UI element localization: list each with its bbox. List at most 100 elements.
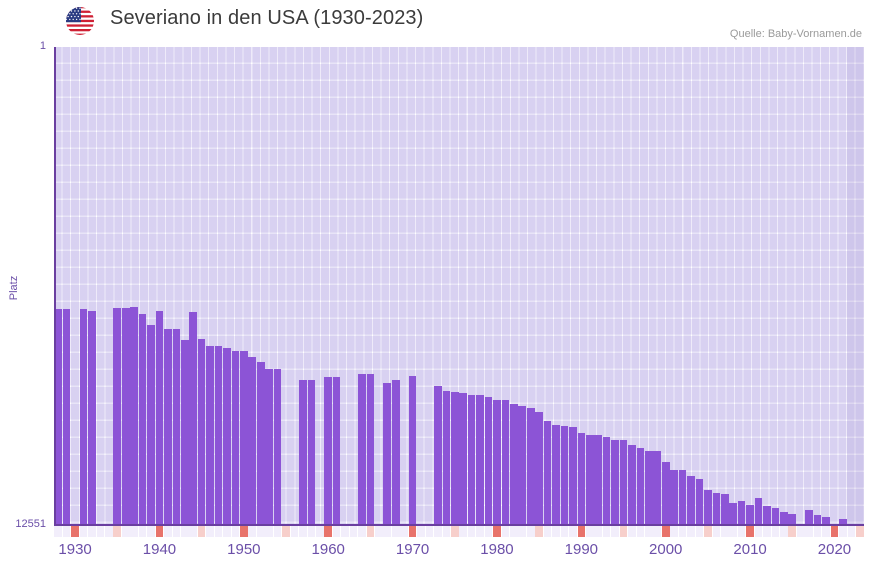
bar[interactable] — [155, 311, 164, 525]
x-tick-minor — [855, 526, 864, 537]
bar[interactable] — [332, 377, 341, 525]
bar[interactable] — [569, 427, 577, 525]
bar[interactable] — [602, 437, 611, 525]
bar[interactable] — [670, 470, 678, 525]
bar[interactable] — [214, 346, 223, 525]
bar[interactable] — [383, 383, 392, 525]
bar[interactable] — [526, 408, 535, 525]
x-tick-slot — [54, 526, 63, 537]
bar[interactable] — [180, 340, 189, 525]
x-tick-slot — [256, 526, 265, 537]
page-title: Severiano in den USA (1930-2023) — [110, 7, 424, 29]
bar[interactable] — [661, 462, 670, 525]
bar[interactable] — [450, 392, 459, 525]
bar[interactable] — [560, 426, 569, 525]
bar[interactable] — [54, 309, 63, 525]
bar[interactable] — [62, 309, 71, 525]
x-tick-slot — [307, 526, 316, 537]
bar[interactable] — [493, 400, 501, 525]
bar[interactable] — [88, 311, 96, 525]
bar[interactable] — [223, 348, 231, 525]
bar[interactable] — [720, 494, 729, 525]
bar[interactable] — [704, 490, 712, 525]
bar[interactable] — [256, 362, 265, 525]
bar[interactable] — [459, 393, 468, 525]
bar[interactable] — [585, 435, 594, 525]
bar[interactable] — [518, 406, 527, 525]
x-tick-slot — [585, 526, 594, 537]
x-tick-slot — [602, 526, 611, 537]
bar[interactable] — [636, 448, 645, 525]
bar[interactable] — [273, 369, 282, 525]
bar[interactable] — [240, 351, 248, 525]
x-tick-major — [155, 526, 164, 537]
bar[interactable] — [307, 380, 316, 525]
bar[interactable] — [628, 445, 636, 525]
x-tick-label: 1960 — [311, 541, 345, 558]
bar[interactable] — [442, 391, 451, 525]
bar[interactable] — [510, 404, 518, 525]
bar[interactable] — [172, 329, 181, 525]
bar[interactable] — [594, 435, 603, 525]
bar[interactable] — [577, 433, 586, 525]
bar[interactable] — [788, 514, 797, 525]
bar[interactable] — [737, 501, 746, 525]
bar[interactable] — [552, 425, 560, 525]
bar[interactable] — [130, 307, 138, 525]
bar[interactable] — [147, 325, 155, 525]
bar[interactable] — [79, 309, 88, 525]
bar[interactable] — [822, 517, 830, 525]
bar[interactable] — [113, 308, 122, 525]
bar[interactable] — [248, 357, 257, 525]
bar[interactable] — [484, 397, 493, 525]
x-tick-slot — [383, 526, 392, 537]
bar[interactable] — [366, 374, 375, 525]
bar[interactable] — [645, 451, 653, 525]
bar[interactable] — [543, 421, 552, 525]
bar[interactable] — [695, 479, 704, 525]
x-tick-slot — [611, 526, 619, 537]
bar[interactable] — [197, 339, 206, 525]
bar[interactable] — [763, 506, 771, 525]
bar[interactable] — [324, 377, 333, 525]
bar[interactable] — [653, 451, 662, 525]
bar[interactable] — [476, 395, 484, 525]
x-tick-slot — [62, 526, 71, 537]
bar[interactable] — [265, 369, 273, 525]
bar[interactable] — [535, 412, 543, 525]
bar[interactable] — [771, 508, 780, 525]
bar[interactable] — [189, 312, 198, 525]
bar[interactable] — [729, 503, 738, 525]
bar[interactable] — [678, 470, 687, 525]
bar[interactable] — [138, 314, 147, 525]
x-tick-label: 1940 — [142, 541, 177, 558]
bar[interactable] — [501, 400, 510, 525]
bar[interactable] — [687, 476, 695, 525]
bar[interactable] — [813, 515, 822, 525]
bar[interactable] — [408, 376, 417, 525]
x-tick-label: 1970 — [395, 541, 430, 558]
bar[interactable] — [391, 380, 400, 525]
bar[interactable] — [358, 374, 366, 525]
bar[interactable] — [611, 440, 619, 525]
x-tick-slot — [687, 526, 695, 537]
x-tick-slot — [695, 526, 704, 537]
bar[interactable] — [780, 512, 788, 525]
x-tick-slot — [712, 526, 721, 537]
x-tick-slot — [341, 526, 349, 537]
bar[interactable] — [231, 351, 240, 525]
bar[interactable] — [467, 395, 476, 525]
bar[interactable] — [805, 510, 813, 525]
x-tick-slot — [96, 526, 105, 537]
bar[interactable] — [206, 346, 214, 525]
bar[interactable] — [754, 498, 763, 525]
bar[interactable] — [121, 308, 130, 525]
bar[interactable] — [164, 329, 172, 525]
bar[interactable] — [299, 380, 307, 525]
bar[interactable] — [434, 386, 442, 525]
bar[interactable] — [746, 505, 754, 525]
x-tick-label: 1930 — [58, 541, 92, 558]
bar[interactable] — [712, 493, 721, 525]
bar[interactable] — [839, 519, 847, 525]
bar[interactable] — [619, 440, 628, 525]
